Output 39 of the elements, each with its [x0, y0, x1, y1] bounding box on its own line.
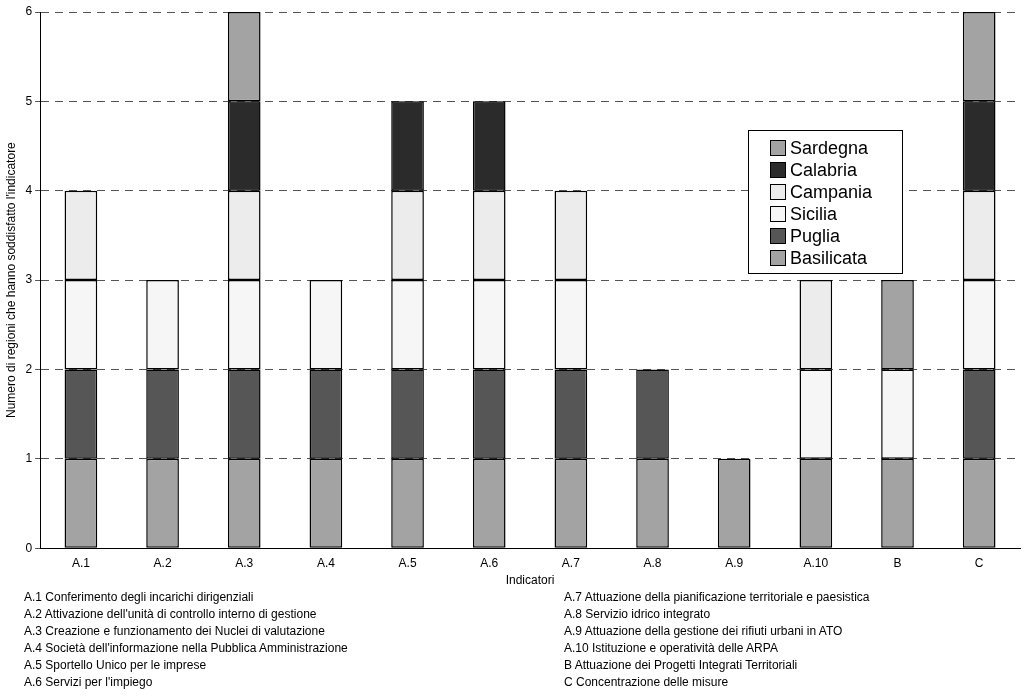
text: A.3 Creazione e funzionamento dei Nuclei di valutazione	[24, 624, 326, 640]
legend-label: Sardegna	[789, 137, 869, 159]
x-tick-label: A.4	[316, 555, 336, 570]
legend-label: Campania	[789, 181, 872, 203]
text: A.6 Servizi per l'impiego	[24, 675, 154, 691]
text: A.2 Attivazione dell'unità di controllo interno di gestione	[24, 607, 318, 623]
text: A.4 Società dell'informazione nella Pubblica Amministrazione	[24, 641, 349, 657]
text: A.10 Istituzione e operatività delle ARPA	[564, 641, 779, 657]
x-tick-label: A.7	[561, 555, 581, 570]
text: A.8 Servizio idrico integrato	[564, 607, 712, 623]
x-tick-label: A.10	[803, 555, 829, 570]
x-axis-title: Indicatori	[505, 573, 555, 588]
y-tick-label: 4	[25, 183, 33, 198]
y-tick-label: 2	[25, 361, 33, 376]
y-axis-title: Numero di regioni che hanno soddisfatto l'indicatore	[3, 141, 18, 418]
y-tick-label: 6	[25, 4, 33, 19]
text: A.5 Sportello Unico per le imprese	[24, 658, 208, 674]
text: A.7 Attuazione della pianificazione territoriale e paesistica	[564, 590, 871, 606]
legend-label: Sicilia	[789, 203, 837, 225]
x-tick-label: A.1	[71, 555, 91, 570]
y-tick-label: 1	[25, 451, 33, 466]
text: B Attuazione dei Progetti Integrati Territoriali	[564, 658, 799, 674]
legend-label: Puglia	[789, 225, 840, 247]
text: C Concentrazione delle misure	[564, 675, 730, 691]
x-tick-label: A.5	[398, 555, 417, 570]
y-tick-label: 5	[25, 93, 33, 108]
x-tick-label: C	[974, 555, 984, 570]
text: A.1 Conferimento degli incarichi dirigenziali	[24, 590, 255, 606]
legend-label: Basilicata	[789, 247, 867, 269]
y-tick-label: 0	[25, 540, 33, 555]
x-tick-label: A.2	[153, 555, 172, 570]
x-tick-label: B	[893, 555, 902, 570]
y-tick-label: 3	[25, 272, 33, 287]
x-tick-label: A.8	[643, 555, 662, 570]
x-tick-label: A.6	[480, 555, 499, 570]
text: A.9 Attuazione della gestione dei rifiuti urbani in ATO	[564, 624, 844, 640]
x-tick-label: A.3	[235, 555, 254, 570]
legend-label: Calabria	[789, 159, 857, 181]
x-tick-label: A.9	[725, 555, 744, 570]
